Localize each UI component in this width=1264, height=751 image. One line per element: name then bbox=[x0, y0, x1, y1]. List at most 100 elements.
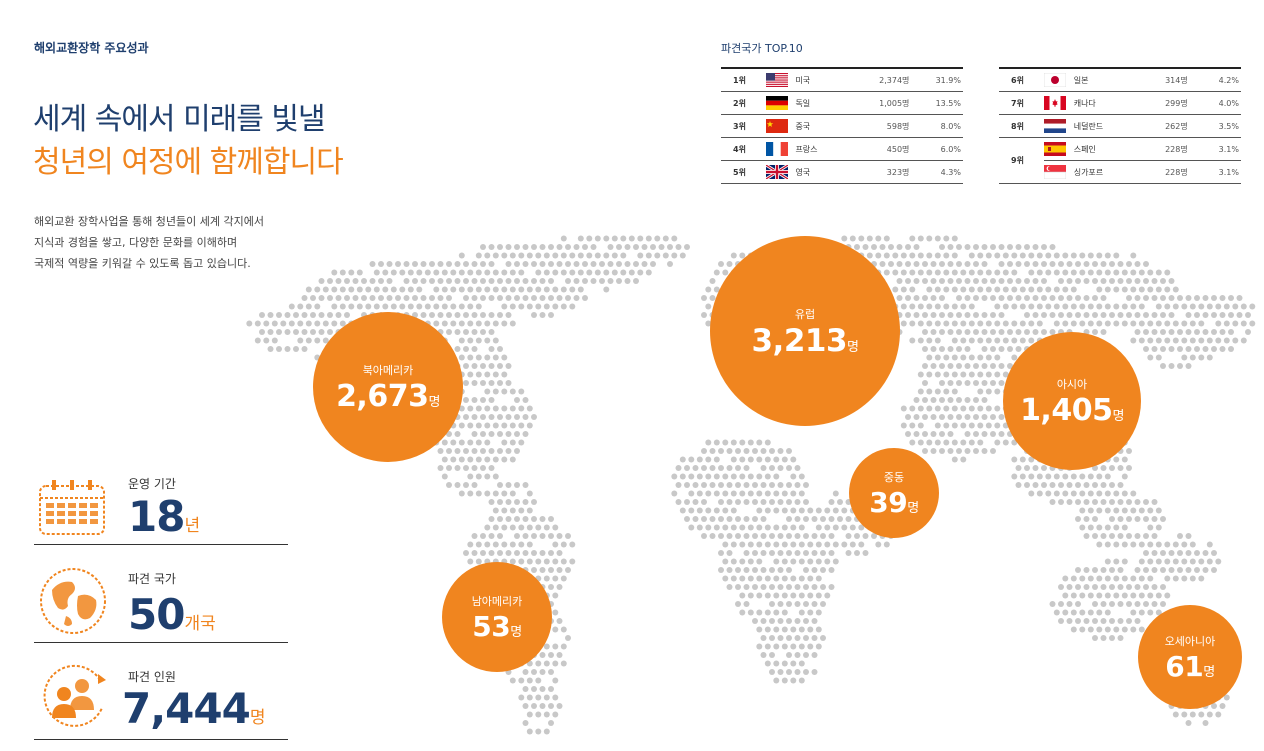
map-dot bbox=[620, 252, 627, 259]
map-dot bbox=[769, 652, 775, 658]
map-dot bbox=[786, 584, 792, 590]
map-dot bbox=[1206, 711, 1213, 718]
map-dot bbox=[488, 465, 495, 471]
map-dot bbox=[684, 244, 690, 250]
map-dot bbox=[526, 490, 533, 497]
map-dot bbox=[522, 720, 529, 726]
map-dot bbox=[934, 320, 941, 327]
map-dot bbox=[943, 439, 950, 446]
map-dot bbox=[1151, 278, 1158, 284]
map-dot bbox=[705, 524, 712, 531]
netherlands-flag-icon bbox=[1043, 114, 1068, 138]
map-dot bbox=[1053, 320, 1060, 327]
map-dot bbox=[1104, 490, 1111, 497]
map-dot bbox=[990, 312, 996, 318]
map-dot bbox=[922, 448, 928, 454]
map-dot bbox=[450, 456, 457, 463]
map-dot bbox=[701, 516, 707, 522]
map-dot bbox=[1049, 499, 1056, 505]
map-dot bbox=[297, 320, 304, 327]
map-dot bbox=[497, 499, 503, 505]
map-dot bbox=[709, 533, 716, 539]
table-row: 2위 독일 1,005명 13.5% bbox=[721, 91, 963, 115]
map-dot bbox=[671, 252, 678, 259]
map-dot bbox=[922, 278, 928, 284]
map-dot bbox=[786, 482, 792, 488]
map-dot bbox=[781, 507, 788, 514]
map-dot bbox=[480, 244, 486, 250]
map-dot bbox=[930, 278, 937, 284]
country-percent: 6.0% bbox=[909, 137, 963, 161]
map-dot bbox=[420, 295, 427, 301]
map-dot bbox=[828, 516, 835, 522]
map-dot bbox=[1215, 320, 1222, 327]
map-dot bbox=[650, 261, 656, 267]
map-dot bbox=[1066, 601, 1073, 607]
region-name: 남아메리카 bbox=[471, 595, 523, 608]
map-dot bbox=[947, 244, 954, 250]
map-dot bbox=[709, 482, 716, 488]
map-dot bbox=[934, 269, 941, 276]
map-dot bbox=[845, 533, 852, 539]
map-dot bbox=[794, 533, 801, 539]
map-dot bbox=[531, 244, 537, 250]
us-flag-icon bbox=[765, 67, 790, 92]
map-dot bbox=[526, 694, 533, 701]
map-dot bbox=[488, 499, 495, 505]
map-dot bbox=[1113, 303, 1120, 310]
map-dot bbox=[1066, 584, 1073, 590]
map-dot bbox=[335, 312, 342, 318]
rank: 2위 bbox=[721, 91, 766, 115]
map-dot bbox=[1104, 473, 1111, 480]
map-dot bbox=[862, 244, 869, 250]
map-dot bbox=[624, 261, 631, 267]
map-dot bbox=[259, 312, 265, 318]
map-dot bbox=[718, 567, 724, 573]
map-dot bbox=[1113, 320, 1120, 327]
map-dot bbox=[573, 295, 580, 301]
map-dot bbox=[960, 286, 967, 293]
map-dot bbox=[739, 558, 746, 565]
map-dot bbox=[509, 303, 516, 310]
rank: 1위 bbox=[721, 67, 766, 92]
map-dot bbox=[951, 337, 958, 344]
map-dot bbox=[509, 541, 516, 548]
map-dot bbox=[488, 380, 495, 386]
map-dot bbox=[828, 550, 835, 556]
map-dot bbox=[505, 380, 512, 386]
map-dot bbox=[1143, 499, 1149, 505]
map-dot bbox=[505, 295, 512, 301]
country-count: 1,005명 bbox=[849, 91, 910, 115]
map-dot bbox=[1194, 312, 1200, 318]
map-dot bbox=[548, 720, 554, 726]
map-dot bbox=[1223, 694, 1230, 701]
map-dot bbox=[917, 320, 924, 327]
map-dot bbox=[815, 558, 822, 565]
map-dot bbox=[535, 677, 542, 684]
map-dot bbox=[811, 550, 818, 556]
map-dot bbox=[1028, 303, 1035, 310]
map-dot bbox=[1058, 261, 1064, 267]
map-dot bbox=[509, 286, 516, 293]
map-dot bbox=[960, 303, 967, 310]
table-row: 5위 영국 323명 4.3% bbox=[721, 160, 963, 184]
map-dot bbox=[798, 592, 805, 599]
map-dot bbox=[786, 669, 792, 675]
map-dot bbox=[1092, 499, 1098, 505]
map-dot bbox=[1151, 312, 1158, 318]
map-dot bbox=[922, 295, 928, 301]
map-dot bbox=[1172, 558, 1179, 565]
stat-value-wrap: 7,444명 bbox=[122, 688, 266, 730]
map-dot bbox=[543, 728, 550, 735]
map-dot bbox=[1126, 516, 1132, 522]
map-dot bbox=[1185, 533, 1192, 539]
map-dot bbox=[756, 456, 763, 463]
map-dot bbox=[1083, 499, 1090, 505]
map-dot bbox=[497, 431, 503, 437]
map-dot bbox=[977, 405, 984, 412]
map-dot bbox=[1155, 558, 1162, 565]
map-dot bbox=[760, 618, 767, 624]
map-dot bbox=[1087, 490, 1094, 497]
map-dot bbox=[560, 626, 567, 633]
map-dot bbox=[769, 601, 775, 607]
